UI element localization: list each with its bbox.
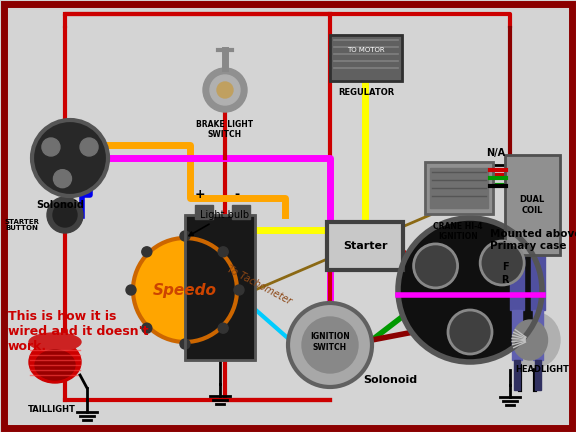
Text: REGULATOR: REGULATOR xyxy=(338,88,394,97)
Bar xyxy=(531,255,545,310)
Circle shape xyxy=(54,170,71,187)
Circle shape xyxy=(142,247,152,257)
Bar xyxy=(185,215,255,360)
Text: TO MOTOR: TO MOTOR xyxy=(347,47,385,53)
Circle shape xyxy=(203,68,247,112)
Text: N/A: N/A xyxy=(487,148,506,158)
Circle shape xyxy=(302,317,358,373)
Bar xyxy=(195,205,213,219)
Ellipse shape xyxy=(510,312,560,368)
Ellipse shape xyxy=(29,333,81,351)
Text: To Tachometer: To Tachometer xyxy=(225,264,293,306)
Bar xyxy=(505,155,560,255)
Bar xyxy=(425,162,493,214)
Circle shape xyxy=(288,303,372,387)
Circle shape xyxy=(180,339,190,349)
Text: -: - xyxy=(234,188,240,201)
Circle shape xyxy=(133,238,237,342)
Circle shape xyxy=(42,138,60,156)
Circle shape xyxy=(218,247,228,257)
Circle shape xyxy=(234,285,244,295)
Bar xyxy=(535,360,541,390)
Text: Light bulb: Light bulb xyxy=(189,210,249,236)
Bar xyxy=(330,35,402,81)
Circle shape xyxy=(218,323,228,333)
Text: F: F xyxy=(502,262,508,272)
Bar xyxy=(510,255,524,310)
Bar xyxy=(330,35,402,81)
Text: HEADLIGHT: HEADLIGHT xyxy=(515,365,569,375)
Bar xyxy=(425,162,493,214)
Text: Speedo: Speedo xyxy=(153,283,217,298)
Text: Solonoid: Solonoid xyxy=(36,200,84,210)
Bar xyxy=(533,310,543,360)
Bar xyxy=(505,155,560,255)
Circle shape xyxy=(47,197,83,233)
Ellipse shape xyxy=(35,350,75,380)
Circle shape xyxy=(126,285,136,295)
Bar xyxy=(512,310,522,360)
Circle shape xyxy=(414,244,457,288)
Text: Solonoid: Solonoid xyxy=(363,375,417,385)
Text: STARTER
BUTTON: STARTER BUTTON xyxy=(5,219,40,232)
Text: CRANE HI-4
IGNITION: CRANE HI-4 IGNITION xyxy=(433,222,483,241)
Circle shape xyxy=(180,231,190,241)
Ellipse shape xyxy=(513,320,548,360)
Text: Mounted above
Primary case: Mounted above Primary case xyxy=(490,229,576,251)
Circle shape xyxy=(398,218,542,362)
Text: BRAKE LIGHT
SWITCH: BRAKE LIGHT SWITCH xyxy=(196,120,253,140)
Circle shape xyxy=(53,203,77,227)
Text: IGNITION
SWITCH: IGNITION SWITCH xyxy=(310,332,350,352)
Text: R: R xyxy=(501,275,509,285)
Circle shape xyxy=(210,75,240,105)
Text: This is how it is
wired and it doesn't
work.: This is how it is wired and it doesn't w… xyxy=(8,310,149,353)
Bar xyxy=(232,205,250,219)
Ellipse shape xyxy=(29,341,81,383)
Bar xyxy=(327,222,403,270)
Circle shape xyxy=(480,241,524,285)
Circle shape xyxy=(32,120,108,196)
Circle shape xyxy=(217,82,233,98)
Circle shape xyxy=(142,323,152,333)
Bar xyxy=(514,360,520,390)
Text: TAILLIGHT: TAILLIGHT xyxy=(28,406,76,414)
Text: DUAL
COIL: DUAL COIL xyxy=(520,195,545,215)
Circle shape xyxy=(80,138,98,156)
Text: +: + xyxy=(195,188,205,201)
Text: Starter: Starter xyxy=(343,241,387,251)
Bar xyxy=(430,168,488,208)
Bar xyxy=(185,215,255,360)
Bar xyxy=(327,222,403,270)
Circle shape xyxy=(448,310,492,354)
